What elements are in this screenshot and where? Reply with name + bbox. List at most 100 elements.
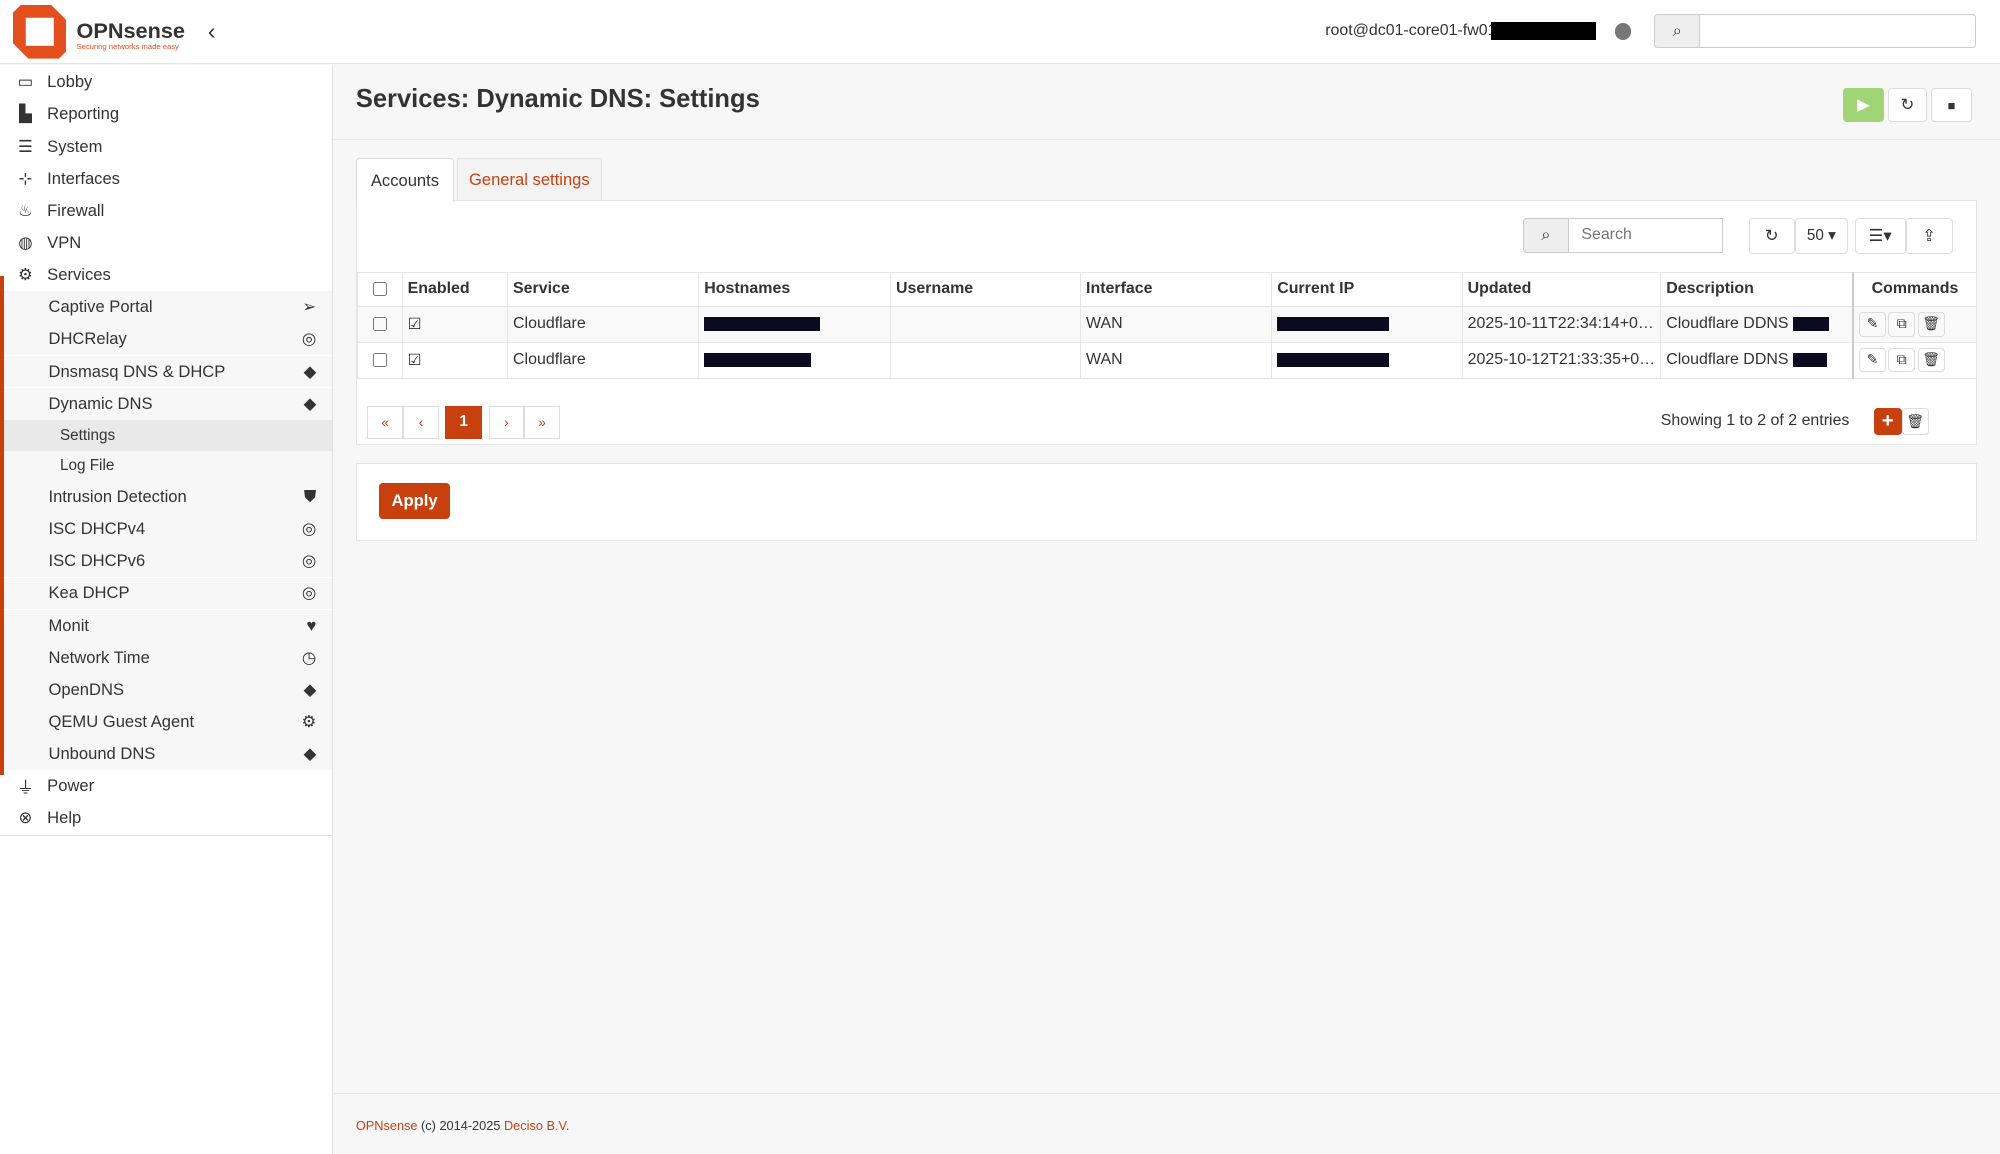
divider <box>0 835 332 837</box>
stop-service-button[interactable]: ■ <box>1931 88 1972 123</box>
page-first[interactable]: « <box>367 405 404 439</box>
sidebar-item-monit[interactable]: Monit ♥ <box>0 609 332 642</box>
accounts-table: Enabled Service Hostnames Username Interface… <box>357 271 1977 379</box>
search-icon[interactable]: ⌕ <box>1654 14 1701 49</box>
sidebar-item-help[interactable]: ⊗ Help <box>0 803 332 835</box>
start-service-button[interactable]: ▶ <box>1843 88 1884 123</box>
sidebar-item-lobby[interactable]: ▭ Lobby <box>0 66 332 98</box>
sidebar-item-network-time[interactable]: Network Time ◷ <box>0 641 332 674</box>
brand-name: OPNsense <box>76 17 185 43</box>
column-header[interactable]: Service <box>506 271 700 308</box>
updated-cell: 2025-10-11T22:34:14+0… <box>1461 306 1662 343</box>
column-header[interactable]: Current IP <box>1271 271 1463 308</box>
column-header[interactable]: Username <box>889 271 1081 308</box>
column-header[interactable]: Enabled <box>401 271 508 308</box>
export-icon[interactable]: ⇪ <box>1905 218 1953 254</box>
page-current[interactable]: 1 <box>445 405 483 439</box>
paper-plane-icon: ➢ <box>302 297 317 317</box>
footer-opnsense-link[interactable]: OPNsense <box>355 1118 418 1134</box>
page-prev[interactable]: ‹ <box>403 405 439 439</box>
sidebar-item-reporting[interactable]: ▙ Reporting <box>0 98 332 130</box>
sidebar-item-vpn[interactable]: ◍ VPN <box>0 227 332 259</box>
sidebar-item-dynamic-dns[interactable]: Dynamic DNS ◆ <box>0 387 332 420</box>
restart-service-button[interactable]: ↻ <box>1887 88 1928 123</box>
column-header[interactable]: Description <box>1660 271 1854 308</box>
sidebar-item-log-file[interactable]: Log File <box>0 450 332 483</box>
sidebar-item-isc-dhcpv4[interactable]: ISC DHCPv4 ◎ <box>0 513 332 546</box>
search-icon[interactable]: ⌕ <box>1522 218 1569 253</box>
updated-cell: 2025-10-12T21:33:35+0… <box>1461 341 1662 379</box>
sidebar-item-dnsmasq-dns-dhcp[interactable]: Dnsmasq DNS & DHCP ◆ <box>0 355 332 388</box>
sidebar-item-services[interactable]: ⚙ Services <box>0 259 332 291</box>
sidebar-item-label: Settings <box>59 426 116 444</box>
sidebar-item-dhcrelay[interactable]: DHCRelay ◎ <box>0 323 332 356</box>
delete-icon[interactable]: 🗑 <box>1917 312 1945 337</box>
column-header[interactable]: Commands <box>1852 271 1977 308</box>
description-text: Cloudflare DDNS <box>1666 315 1789 333</box>
clone-icon[interactable]: ⧉ <box>1888 348 1916 373</box>
row-select-checkbox[interactable] <box>372 317 387 332</box>
opnsense-logo[interactable] <box>12 5 67 59</box>
sidebar-item-label: Log File <box>59 457 115 475</box>
sidebar-item-label: ISC DHCPv6 <box>48 551 146 571</box>
footer-deciso-link[interactable]: Deciso B.V. <box>503 1118 570 1134</box>
sidebar-item-power[interactable]: ⏚ Power <box>0 770 332 802</box>
add-button[interactable]: + <box>1873 408 1902 435</box>
redacted <box>1491 21 1596 40</box>
column-header[interactable]: Interface <box>1079 271 1273 308</box>
enabled-checkmark-icon[interactable]: ☑ <box>407 315 422 333</box>
row-select-checkbox[interactable] <box>372 352 387 367</box>
apply-button[interactable]: Apply <box>378 483 451 520</box>
bullseye-icon: ◎ <box>301 519 317 539</box>
redacted <box>1277 317 1390 332</box>
collapse-sidebar-icon[interactable]: ‹ <box>207 17 216 44</box>
column-header[interactable]: Hostnames <box>698 271 891 308</box>
sidebar-item-isc-dhcpv6[interactable]: ISC DHCPv6 ◎ <box>0 545 332 578</box>
sidebar-item-captive-portal[interactable]: Captive Portal ➢ <box>0 291 332 324</box>
table-row[interactable]: ☑ Cloudflare WAN 2025-10-12T21:33:35+0… … <box>357 341 1977 379</box>
sidebar-item-kea-dhcp[interactable]: Kea DHCP ◎ <box>0 577 332 610</box>
delete-icon[interactable]: 🗑 <box>1917 348 1945 373</box>
page-size-value: 50 <box>1806 226 1824 244</box>
sidebar-item-qemu-guest-agent[interactable]: QEMU Guest Agent ⚙ <box>0 706 332 738</box>
page-size-dropdown[interactable]: 50 ▾ <box>1794 218 1849 254</box>
page-next[interactable]: › <box>488 405 525 439</box>
columns-list-icon[interactable]: ☰▾ <box>1854 218 1906 254</box>
sidebar-item-intrusion-detection[interactable]: Intrusion Detection ⛊ <box>0 481 332 513</box>
footer: OPNsense (c) 2014-2025 Deciso B.V. <box>334 1093 2000 1154</box>
sidebar-item-label: Kea DHCP <box>48 583 130 603</box>
heartbeat-icon: ♥ <box>306 615 317 635</box>
clone-icon[interactable]: ⧉ <box>1888 312 1916 337</box>
tab-accounts[interactable]: Accounts <box>355 158 455 202</box>
sidebar-item-label: ISC DHCPv4 <box>48 519 146 539</box>
tags-icon: ◆ <box>303 393 317 413</box>
sidebar-item-interfaces[interactable]: ⊹ Interfaces <box>0 163 332 195</box>
redacted <box>704 352 812 367</box>
interface-cell: WAN <box>1079 306 1273 343</box>
redacted <box>1792 352 1828 367</box>
edit-icon[interactable]: ✎ <box>1859 348 1886 373</box>
edit-icon[interactable]: ✎ <box>1859 312 1886 337</box>
refresh-icon[interactable]: ↻ <box>1748 218 1795 254</box>
sidebar-item-label: Monit <box>48 615 90 635</box>
sidebar-item-settings[interactable]: Settings <box>0 419 332 452</box>
gear-icon: ⚙ <box>301 712 317 732</box>
sidebar-item-label: Help <box>47 808 82 828</box>
sidebar-item-firewall[interactable]: ♨ Firewall <box>0 195 332 227</box>
tags-icon: ◆ <box>303 361 317 381</box>
grid-search-input[interactable] <box>1567 218 1724 253</box>
sidebar-item-unbound-dns[interactable]: Unbound DNS ◆ <box>0 738 332 771</box>
table-row[interactable]: ☑ Cloudflare WAN 2025-10-11T22:34:14+0… … <box>357 306 1977 343</box>
sidebar-item-opendns[interactable]: OpenDNS ◆ <box>0 673 332 706</box>
delete-selected-button[interactable]: 🗑 <box>1901 408 1929 435</box>
column-header[interactable]: Updated <box>1461 271 1662 308</box>
laptop-icon: ▭ <box>17 72 34 92</box>
sidebar-item-system[interactable]: ☰ System <box>0 131 332 163</box>
page-last[interactable]: » <box>524 405 560 439</box>
global-search-input[interactable] <box>1698 14 1976 49</box>
enabled-checkmark-icon[interactable]: ☑ <box>407 351 422 369</box>
select-all-checkbox[interactable] <box>372 282 387 297</box>
tab-general-settings[interactable]: General settings <box>456 158 603 201</box>
top-header: OPNsense Securing networks made easy ‹ r… <box>0 0 2000 64</box>
sidebar-item-label: OpenDNS <box>48 679 125 699</box>
